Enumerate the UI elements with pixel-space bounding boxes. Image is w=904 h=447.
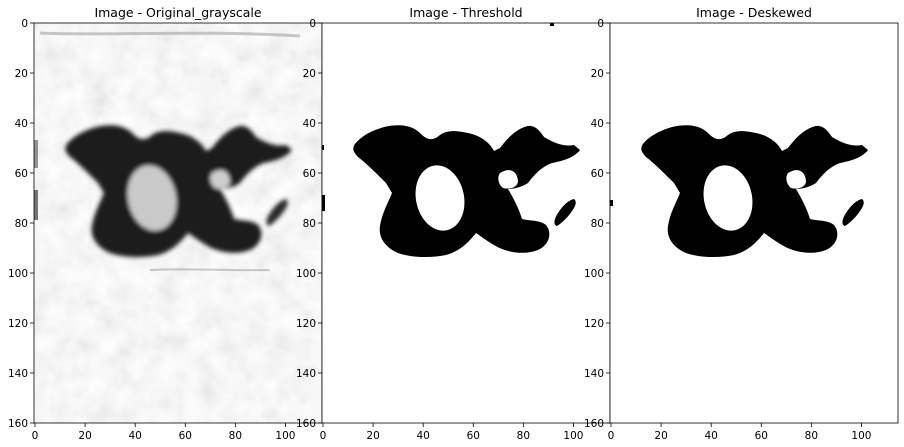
y-tick-label: 140 <box>584 368 604 380</box>
y-tick-label: 20 <box>303 68 316 80</box>
x-tick-label: 40 <box>128 430 141 442</box>
y-tick-label: 0 <box>597 18 604 30</box>
y-tick-label: 0 <box>21 18 28 30</box>
x-tick-label: 80 <box>517 430 530 442</box>
x-tick-label: 20 <box>366 430 379 442</box>
y-tick-label: 60 <box>303 168 316 180</box>
x-tick-label: 20 <box>78 430 91 442</box>
x-tick-label: 20 <box>654 430 667 442</box>
panel-title: Image - Original_grayscale <box>94 5 261 20</box>
panel-title: Image - Threshold <box>409 5 522 20</box>
ink-glyph <box>610 125 868 258</box>
x-tick-label: 0 <box>608 430 615 442</box>
y-tick-label: 80 <box>591 218 604 230</box>
y-tick-label: 0 <box>309 18 316 30</box>
panel-deskewed: Image - Deskewed <box>609 5 899 424</box>
y-tick-label: 80 <box>15 218 28 230</box>
x-tick-label: 80 <box>805 430 818 442</box>
y-tick-label: 120 <box>584 318 604 330</box>
x-tick-label: 40 <box>416 430 429 442</box>
axis-ticks: 0 20 40 60 80 100 120 140 160 0 20 40 60 80 100 0 20 40 60… <box>8 18 872 442</box>
y-tick-label: 100 <box>584 268 604 280</box>
y-tick-label: 60 <box>15 168 28 180</box>
y-tick-label: 40 <box>591 118 604 130</box>
x-tick-label: 40 <box>704 430 717 442</box>
x-tick-label: 60 <box>467 430 480 442</box>
x-tick-label: 0 <box>320 430 327 442</box>
y-tick-label: 160 <box>8 418 28 430</box>
x-tick-label: 60 <box>755 430 768 442</box>
y-tick-label: 160 <box>584 418 604 430</box>
panel-threshold: Image - Threshold <box>321 5 611 424</box>
panel-original-grayscale: Image - Original_grayscale <box>33 5 323 424</box>
panel-title: Image - Deskewed <box>696 5 812 20</box>
x-tick-label: 100 <box>563 430 583 442</box>
x-tick-label: 100 <box>275 430 295 442</box>
y-tick-label: 140 <box>8 368 28 380</box>
x-tick-label: 100 <box>851 430 871 442</box>
y-tick-label: 40 <box>303 118 316 130</box>
y-tick-label: 60 <box>591 168 604 180</box>
y-tick-label: 140 <box>296 368 316 380</box>
y-tick-label: 100 <box>8 268 28 280</box>
y-tick-label: 120 <box>8 318 28 330</box>
y-tick-label: 40 <box>15 118 28 130</box>
y-tick-label: 100 <box>296 268 316 280</box>
x-tick-label: 80 <box>229 430 242 442</box>
y-tick-label: 80 <box>303 218 316 230</box>
ink-glyph <box>322 23 580 258</box>
y-tick-label: 120 <box>296 318 316 330</box>
y-tick-label: 20 <box>15 68 28 80</box>
x-tick-label: 60 <box>179 430 192 442</box>
x-tick-label: 0 <box>32 430 39 442</box>
ink-glyph <box>65 125 292 258</box>
y-tick-label: 20 <box>591 68 604 80</box>
y-tick-label: 160 <box>296 418 316 430</box>
